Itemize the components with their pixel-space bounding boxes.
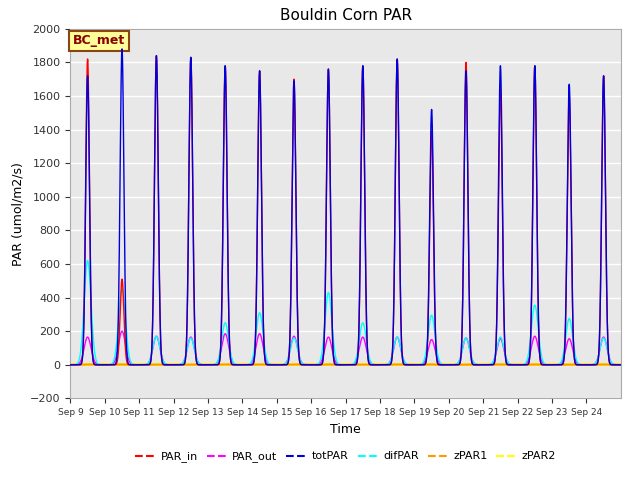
Legend: PAR_in, PAR_out, totPAR, difPAR, zPAR1, zPAR2: PAR_in, PAR_out, totPAR, difPAR, zPAR1, …: [131, 447, 561, 467]
X-axis label: Time: Time: [330, 423, 361, 436]
Title: Bouldin Corn PAR: Bouldin Corn PAR: [280, 9, 412, 24]
Text: BC_met: BC_met: [73, 35, 125, 48]
Y-axis label: PAR (umol/m2/s): PAR (umol/m2/s): [12, 162, 24, 265]
